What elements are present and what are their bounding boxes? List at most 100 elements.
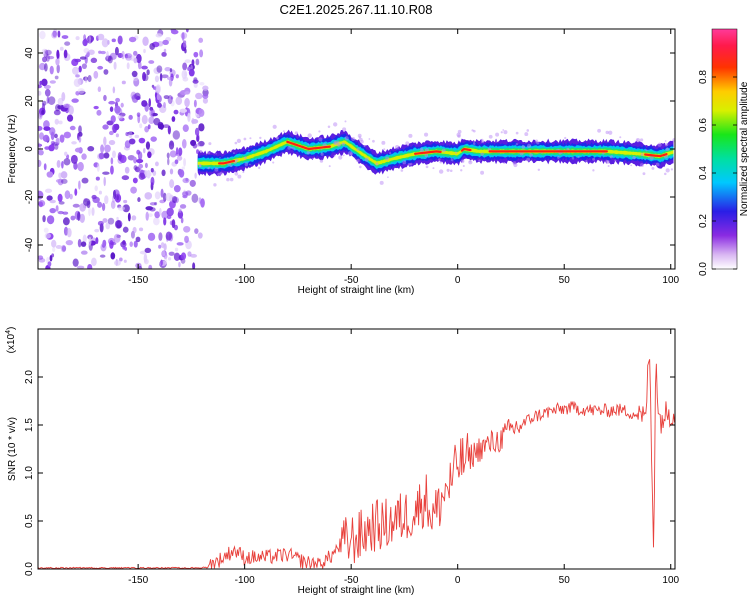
noise-speckle [113, 61, 117, 70]
noise-speckle [95, 176, 100, 181]
ridge-halo [512, 161, 517, 166]
noise-speckle [61, 35, 69, 39]
noise-speckle [144, 247, 152, 254]
ridge-halo [438, 169, 444, 174]
ridge-halo [327, 125, 331, 129]
ridge-halo [359, 165, 362, 169]
noise-speckle [81, 177, 89, 184]
noise-speckle [124, 166, 130, 174]
ridge-halo [276, 136, 279, 140]
noise-speckle [169, 168, 174, 175]
noise-speckle [72, 258, 79, 267]
noise-speckle [122, 240, 126, 245]
noise-speckle [125, 132, 130, 137]
noise-speckle [102, 124, 109, 130]
ridge-halo [230, 165, 233, 168]
noise-speckle [144, 126, 150, 133]
noise-speckle [133, 156, 137, 164]
noise-speckle [181, 138, 187, 149]
ridge-halo [364, 157, 369, 162]
noise-speckle [55, 205, 59, 212]
noise-speckle [90, 57, 98, 64]
noise-speckle [71, 98, 79, 103]
noise-speckle [174, 159, 179, 165]
noise-speckle [187, 66, 191, 71]
ridge-halo [605, 130, 609, 135]
noise-speckle [137, 61, 142, 70]
noise-speckle [54, 143, 59, 150]
noise-speckle [74, 147, 83, 153]
noise-speckle [59, 46, 64, 51]
noise-speckle [176, 242, 184, 246]
ridge-halo [230, 150, 232, 152]
noise-speckle [107, 55, 113, 64]
noise-speckle [138, 227, 144, 232]
noise-speckle [132, 177, 138, 184]
ridge-halo [664, 172, 667, 176]
noise-speckle [59, 134, 65, 143]
ridge-halo [438, 158, 441, 161]
noise-speckle [150, 168, 154, 173]
noise-speckle [103, 69, 109, 75]
colorbar-tick-label: 0.2 [698, 214, 709, 228]
noise-speckle [150, 176, 155, 186]
noise-speckle [173, 252, 181, 262]
noise-speckle [133, 50, 138, 56]
noise-speckle [190, 253, 198, 258]
noise-speckle [166, 207, 174, 217]
noise-speckle [64, 41, 71, 46]
ridge-halo [664, 142, 669, 147]
noise-speckle [193, 82, 198, 88]
noise-speckle [156, 93, 161, 101]
noise-speckle [43, 84, 51, 89]
noise-speckle [103, 176, 106, 187]
ridge-halo [409, 162, 413, 166]
snr-y-multiplier-exponent: 4 [5, 330, 12, 334]
ridge-halo [585, 159, 588, 163]
noise-speckle [170, 100, 175, 107]
ridge-halo [460, 159, 465, 164]
noise-speckle [173, 224, 178, 231]
ridge-halo [424, 153, 429, 158]
noise-speckle [185, 190, 192, 196]
noise-speckle [47, 55, 55, 60]
noise-speckle [53, 109, 61, 116]
noise-speckle [162, 39, 169, 46]
noise-speckle [66, 227, 72, 238]
noise-speckle [161, 74, 169, 79]
ridge-halo [226, 156, 229, 159]
ridge-halo [521, 145, 526, 149]
noise-speckle [38, 255, 44, 260]
noise-speckle [61, 91, 66, 102]
noise-speckle [146, 69, 150, 76]
ridge-halo [311, 157, 314, 160]
noise-speckle [108, 139, 116, 146]
snr-x-axis: -150 -100 -50 0 50 100 [128, 329, 680, 586]
noise-speckle [166, 214, 172, 220]
ridge-peak [460, 147, 472, 152]
y-tick-label: 1.5 [24, 418, 35, 432]
noise-speckle [88, 206, 91, 217]
noise-speckle [128, 36, 137, 43]
noise-speckle [91, 257, 97, 267]
noise-speckle [48, 144, 55, 152]
noise-speckle [171, 196, 178, 203]
noise-speckle [171, 219, 176, 229]
noise-speckle [39, 80, 43, 86]
noise-speckle [138, 172, 146, 180]
ridge-halo [524, 132, 529, 137]
noise-speckle [200, 198, 205, 208]
noise-speckle [178, 208, 182, 213]
noise-speckle [149, 202, 157, 206]
noise-speckle [179, 108, 188, 113]
ridge-halo [349, 152, 353, 156]
noise-speckle [56, 64, 60, 74]
noise-speckle [69, 125, 76, 131]
noise-speckle [179, 204, 187, 209]
ridge-halo [608, 130, 613, 135]
ridge-peak [217, 159, 236, 165]
noise-speckle [57, 178, 64, 186]
noise-speckle [38, 90, 42, 96]
noise-speckle [184, 97, 190, 108]
noise-speckle [96, 162, 100, 172]
